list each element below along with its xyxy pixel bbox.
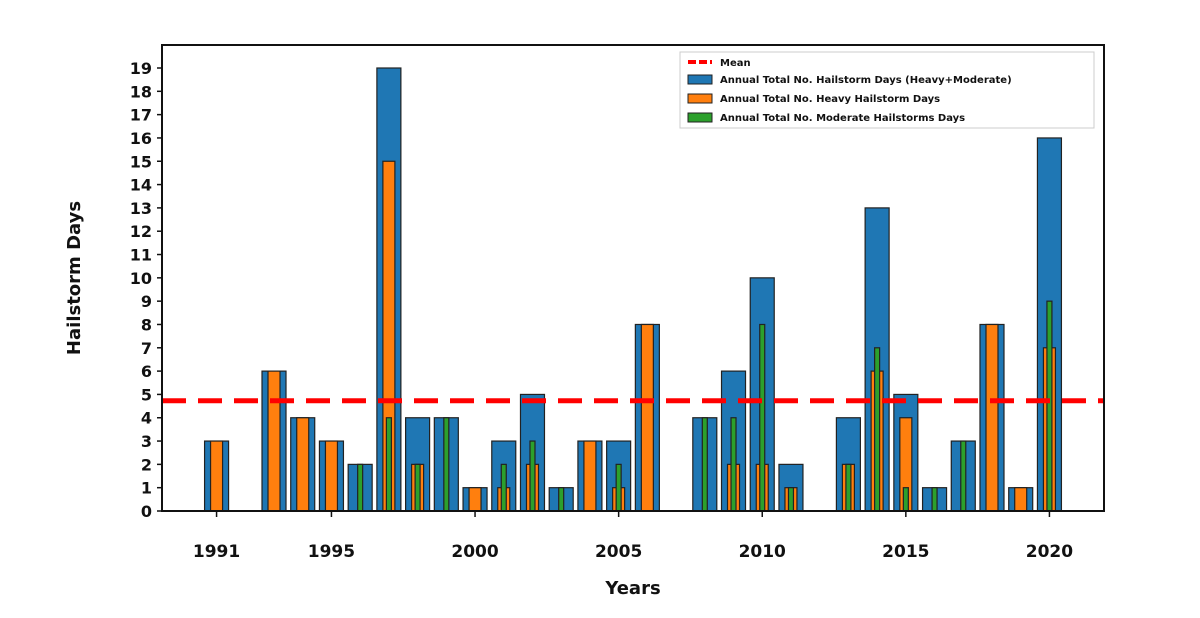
y-tick-label: 4 <box>141 409 152 428</box>
legend-total-label: Annual Total No. Hailstorm Days (Heavy+M… <box>720 75 1012 86</box>
y-tick-label: 0 <box>141 502 152 521</box>
bar-moderate-2008 <box>701 417 708 512</box>
bar-heavy-2000 <box>468 487 482 512</box>
bar-moderate-2015 <box>902 487 909 512</box>
y-tick-label: 12 <box>130 222 152 241</box>
y-tick-label: 17 <box>130 106 152 125</box>
bar-moderate-2020 <box>1046 300 1053 512</box>
bar-moderate-2005 <box>615 463 622 512</box>
y-tick-label: 13 <box>130 199 152 218</box>
y-tick-label: 11 <box>130 246 152 265</box>
bar-moderate-1996 <box>357 463 364 512</box>
legend-mean-label: Mean <box>720 58 751 69</box>
y-tick-label: 14 <box>130 176 152 195</box>
y-tick-label: 16 <box>130 129 152 148</box>
legend-moderate-label: Annual Total No. Moderate Hailstorms Day… <box>720 113 965 124</box>
bar-moderate-2011 <box>787 487 795 512</box>
bar-moderate-2003 <box>558 487 565 512</box>
x-tick-label: 2005 <box>595 542 642 562</box>
bar-heavy-1993 <box>267 370 281 512</box>
y-tick-label: 3 <box>141 432 152 451</box>
y-axis-label: Hailstorm Days <box>64 201 85 355</box>
legend-total-swatch <box>687 74 713 85</box>
y-tick-label: 5 <box>141 385 152 404</box>
legend-box <box>679 51 1095 129</box>
bar-heavy-2004 <box>583 440 597 512</box>
x-tick-label: 2000 <box>451 542 498 562</box>
legend-heavy-label: Annual Total No. Heavy Hailstorm Days <box>720 94 940 105</box>
bar-heavy-2018 <box>985 323 999 512</box>
legend: Mean Annual Total No. Hailstorm Days (He… <box>679 51 1095 129</box>
plot-frame <box>161 44 1105 512</box>
y-tick-label: 9 <box>141 292 152 311</box>
bar-moderate-1997 <box>385 417 392 512</box>
bar-moderate-2013 <box>845 463 852 512</box>
y-tick-label: 10 <box>130 269 152 288</box>
bar-moderate-2010 <box>759 323 766 512</box>
y-tick-label: 6 <box>141 362 152 381</box>
bar-heavy-2019 <box>1014 487 1028 512</box>
bar-heavy-1991 <box>209 440 224 512</box>
bar-moderate-2017 <box>960 440 967 512</box>
legend-moderate-swatch <box>687 112 713 123</box>
y-tick-label: 8 <box>141 315 152 334</box>
x-axis-label: Years <box>604 578 660 599</box>
x-tick-label: 2020 <box>1026 542 1073 562</box>
x-tick-label: 1991 <box>193 542 240 562</box>
bar-moderate-1998 <box>414 463 421 512</box>
bar-heavy-2006 <box>640 323 654 512</box>
y-tick-label: 1 <box>141 479 152 498</box>
y-tick-label: 7 <box>141 339 152 358</box>
bar-heavy-1995 <box>324 440 339 512</box>
bar-moderate-2001 <box>500 463 507 512</box>
bar-moderate-1999 <box>443 417 450 512</box>
x-tick-label: 2010 <box>739 542 786 562</box>
bar-moderate-2009 <box>730 417 737 512</box>
y-tick-label: 19 <box>130 59 152 78</box>
legend-heavy-swatch <box>687 93 713 104</box>
y-tick-label: 18 <box>130 82 152 101</box>
y-tick-label: 15 <box>130 152 152 171</box>
y-tick-label: 2 <box>141 455 152 474</box>
bar-heavy-1994 <box>296 417 310 512</box>
x-tick-label: 1995 <box>308 542 355 562</box>
bar-moderate-2014 <box>874 347 881 512</box>
bar-moderate-2016 <box>931 487 938 512</box>
x-tick-label: 2015 <box>882 542 929 562</box>
bar-moderate-2002 <box>529 440 536 512</box>
bars-layer <box>203 67 1063 512</box>
